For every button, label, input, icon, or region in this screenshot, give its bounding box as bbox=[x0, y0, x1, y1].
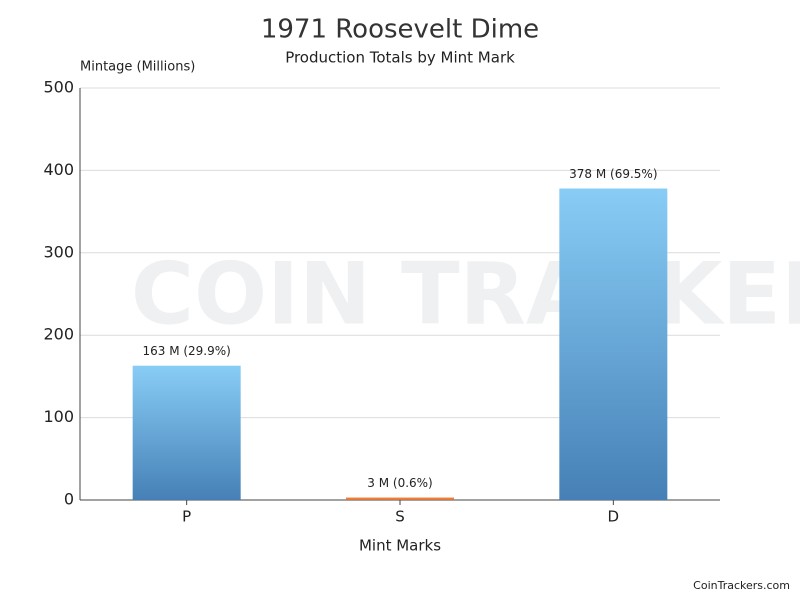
value-label: 378 M (69.5%) bbox=[569, 167, 657, 181]
bar bbox=[346, 498, 454, 500]
x-axis-label: Mint Marks bbox=[359, 537, 441, 555]
y-tick-label: 100 bbox=[43, 407, 74, 426]
y-tick-label: 400 bbox=[43, 160, 74, 179]
chart-title: 1971 Roosevelt Dime bbox=[261, 15, 539, 45]
x-tick-label: D bbox=[608, 508, 620, 526]
y-tick-label: 300 bbox=[43, 242, 74, 261]
value-label: 163 M (29.9%) bbox=[142, 344, 230, 358]
x-tick-label: P bbox=[182, 508, 191, 526]
x-tick-label: S bbox=[395, 508, 405, 526]
y-tick-label: 500 bbox=[43, 78, 74, 97]
chart-subtitle: Production Totals by Mint Mark bbox=[285, 49, 515, 67]
y-tick-label: 200 bbox=[43, 325, 74, 344]
bar bbox=[133, 366, 241, 500]
footer: CoinTrackers.com bbox=[693, 579, 790, 592]
y-tick-label: 0 bbox=[64, 490, 74, 509]
watermark: COIN TRACKERS bbox=[131, 244, 800, 344]
bar bbox=[559, 189, 667, 500]
y-axis-label: Mintage (Millions) bbox=[80, 60, 195, 75]
value-label: 3 M (0.6%) bbox=[367, 476, 432, 490]
